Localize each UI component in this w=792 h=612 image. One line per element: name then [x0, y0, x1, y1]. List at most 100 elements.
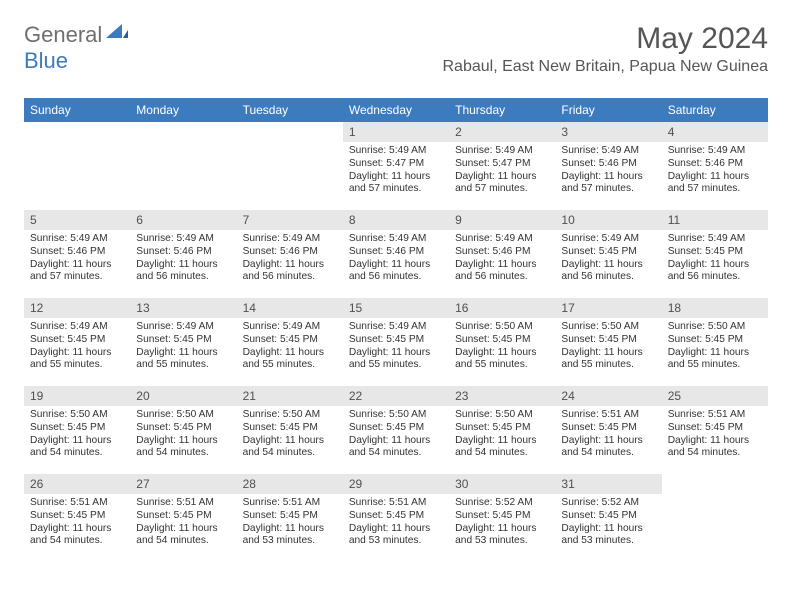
daylight-line: Daylight: 11 hours and 54 minutes.: [668, 435, 762, 461]
daylight-line: Daylight: 11 hours and 56 minutes.: [243, 259, 337, 285]
calendar-day-cell: 28Sunrise: 5:51 AMSunset: 5:45 PMDayligh…: [237, 474, 343, 562]
sunrise-line: Sunrise: 5:51 AM: [243, 497, 337, 510]
sunrise-line: Sunrise: 5:49 AM: [455, 145, 549, 158]
sunset-line: Sunset: 5:45 PM: [349, 510, 443, 523]
day-number: 30: [449, 474, 555, 494]
sunset-line: Sunset: 5:46 PM: [561, 158, 655, 171]
day-header: Friday: [555, 98, 661, 122]
sunset-line: Sunset: 5:45 PM: [30, 510, 124, 523]
day-details: Sunrise: 5:49 AMSunset: 5:46 PMDaylight:…: [555, 142, 661, 200]
daylight-line: Daylight: 11 hours and 55 minutes.: [243, 347, 337, 373]
sunrise-line: Sunrise: 5:52 AM: [455, 497, 549, 510]
day-number: 24: [555, 386, 661, 406]
calendar-day-cell: 25Sunrise: 5:51 AMSunset: 5:45 PMDayligh…: [662, 386, 768, 474]
daylight-line: Daylight: 11 hours and 54 minutes.: [349, 435, 443, 461]
sunrise-line: Sunrise: 5:50 AM: [136, 409, 230, 422]
daylight-line: Daylight: 11 hours and 53 minutes.: [243, 523, 337, 549]
daylight-line: Daylight: 11 hours and 56 minutes.: [455, 259, 549, 285]
sunrise-line: Sunrise: 5:49 AM: [561, 233, 655, 246]
day-details: Sunrise: 5:52 AMSunset: 5:45 PMDaylight:…: [555, 494, 661, 552]
sunrise-line: Sunrise: 5:51 AM: [349, 497, 443, 510]
sunset-line: Sunset: 5:45 PM: [668, 422, 762, 435]
day-details: Sunrise: 5:49 AMSunset: 5:46 PMDaylight:…: [237, 230, 343, 288]
day-details: Sunrise: 5:49 AMSunset: 5:45 PMDaylight:…: [24, 318, 130, 376]
day-details: Sunrise: 5:50 AMSunset: 5:45 PMDaylight:…: [343, 406, 449, 464]
day-details: Sunrise: 5:49 AMSunset: 5:45 PMDaylight:…: [343, 318, 449, 376]
sunrise-line: Sunrise: 5:49 AM: [243, 321, 337, 334]
calendar-day-cell: 19Sunrise: 5:50 AMSunset: 5:45 PMDayligh…: [24, 386, 130, 474]
day-details: Sunrise: 5:52 AMSunset: 5:45 PMDaylight:…: [449, 494, 555, 552]
logo-triangle-icon: [106, 22, 128, 45]
sunrise-line: Sunrise: 5:49 AM: [136, 321, 230, 334]
sunrise-line: Sunrise: 5:51 AM: [561, 409, 655, 422]
sunset-line: Sunset: 5:45 PM: [30, 422, 124, 435]
day-number: 13: [130, 298, 236, 318]
calendar-day-cell: 13Sunrise: 5:49 AMSunset: 5:45 PMDayligh…: [130, 298, 236, 386]
day-number: 11: [662, 210, 768, 230]
sunrise-line: Sunrise: 5:50 AM: [561, 321, 655, 334]
calendar-day-cell: 21Sunrise: 5:50 AMSunset: 5:45 PMDayligh…: [237, 386, 343, 474]
sunrise-line: Sunrise: 5:49 AM: [668, 145, 762, 158]
sunrise-line: Sunrise: 5:49 AM: [349, 233, 443, 246]
day-details: Sunrise: 5:49 AMSunset: 5:46 PMDaylight:…: [662, 142, 768, 200]
sunrise-line: Sunrise: 5:50 AM: [30, 409, 124, 422]
daylight-line: Daylight: 11 hours and 54 minutes.: [136, 523, 230, 549]
day-number: 20: [130, 386, 236, 406]
day-details: Sunrise: 5:51 AMSunset: 5:45 PMDaylight:…: [130, 494, 236, 552]
day-number: 3: [555, 122, 661, 142]
daylight-line: Daylight: 11 hours and 57 minutes.: [455, 171, 549, 197]
day-details: Sunrise: 5:50 AMSunset: 5:45 PMDaylight:…: [237, 406, 343, 464]
day-number: 31: [555, 474, 661, 494]
sunset-line: Sunset: 5:46 PM: [30, 246, 124, 259]
brand-logo: General: [24, 22, 130, 48]
day-details: Sunrise: 5:50 AMSunset: 5:45 PMDaylight:…: [555, 318, 661, 376]
sunrise-line: Sunrise: 5:49 AM: [349, 145, 443, 158]
daylight-line: Daylight: 11 hours and 56 minutes.: [136, 259, 230, 285]
day-number: 23: [449, 386, 555, 406]
calendar-day-cell: 12Sunrise: 5:49 AMSunset: 5:45 PMDayligh…: [24, 298, 130, 386]
calendar-day-cell: 7Sunrise: 5:49 AMSunset: 5:46 PMDaylight…: [237, 210, 343, 298]
sunset-line: Sunset: 5:46 PM: [136, 246, 230, 259]
calendar-day-cell: 8Sunrise: 5:49 AMSunset: 5:46 PMDaylight…: [343, 210, 449, 298]
sunrise-line: Sunrise: 5:50 AM: [455, 409, 549, 422]
calendar-day-cell: 1Sunrise: 5:49 AMSunset: 5:47 PMDaylight…: [343, 122, 449, 210]
day-details: Sunrise: 5:49 AMSunset: 5:47 PMDaylight:…: [343, 142, 449, 200]
day-number: 27: [130, 474, 236, 494]
day-number: 18: [662, 298, 768, 318]
day-details: Sunrise: 5:49 AMSunset: 5:46 PMDaylight:…: [24, 230, 130, 288]
day-details: Sunrise: 5:50 AMSunset: 5:45 PMDaylight:…: [662, 318, 768, 376]
calendar-header-row: SundayMondayTuesdayWednesdayThursdayFrid…: [24, 98, 768, 122]
day-details: Sunrise: 5:50 AMSunset: 5:45 PMDaylight:…: [24, 406, 130, 464]
day-details: Sunrise: 5:50 AMSunset: 5:45 PMDaylight:…: [449, 406, 555, 464]
daylight-line: Daylight: 11 hours and 53 minutes.: [561, 523, 655, 549]
daylight-line: Daylight: 11 hours and 56 minutes.: [561, 259, 655, 285]
sunset-line: Sunset: 5:47 PM: [455, 158, 549, 171]
day-header: Sunday: [24, 98, 130, 122]
daylight-line: Daylight: 11 hours and 54 minutes.: [30, 523, 124, 549]
calendar-day-cell: 3Sunrise: 5:49 AMSunset: 5:46 PMDaylight…: [555, 122, 661, 210]
sunset-line: Sunset: 5:45 PM: [561, 422, 655, 435]
calendar-table: SundayMondayTuesdayWednesdayThursdayFrid…: [24, 98, 768, 562]
daylight-line: Daylight: 11 hours and 54 minutes.: [136, 435, 230, 461]
sunset-line: Sunset: 5:45 PM: [136, 334, 230, 347]
sunrise-line: Sunrise: 5:49 AM: [349, 321, 443, 334]
calendar-week-row: 1Sunrise: 5:49 AMSunset: 5:47 PMDaylight…: [24, 122, 768, 210]
daylight-line: Daylight: 11 hours and 57 minutes.: [668, 171, 762, 197]
calendar-week-row: 5Sunrise: 5:49 AMSunset: 5:46 PMDaylight…: [24, 210, 768, 298]
sunrise-line: Sunrise: 5:49 AM: [455, 233, 549, 246]
title-block: May 2024 Rabaul, East New Britain, Papua…: [442, 22, 768, 76]
sunrise-line: Sunrise: 5:49 AM: [668, 233, 762, 246]
day-number: 6: [130, 210, 236, 230]
calendar-day-cell: 31Sunrise: 5:52 AMSunset: 5:45 PMDayligh…: [555, 474, 661, 562]
daylight-line: Daylight: 11 hours and 57 minutes.: [561, 171, 655, 197]
daylight-line: Daylight: 11 hours and 56 minutes.: [349, 259, 443, 285]
day-details: Sunrise: 5:49 AMSunset: 5:46 PMDaylight:…: [130, 230, 236, 288]
daylight-line: Daylight: 11 hours and 55 minutes.: [30, 347, 124, 373]
daylight-line: Daylight: 11 hours and 54 minutes.: [30, 435, 124, 461]
calendar-day-cell: 5Sunrise: 5:49 AMSunset: 5:46 PMDaylight…: [24, 210, 130, 298]
page-header: General May 2024 Rabaul, East New Britai…: [24, 22, 768, 76]
sunset-line: Sunset: 5:45 PM: [136, 422, 230, 435]
day-details: Sunrise: 5:51 AMSunset: 5:45 PMDaylight:…: [343, 494, 449, 552]
sunset-line: Sunset: 5:45 PM: [561, 510, 655, 523]
sunset-line: Sunset: 5:45 PM: [561, 246, 655, 259]
